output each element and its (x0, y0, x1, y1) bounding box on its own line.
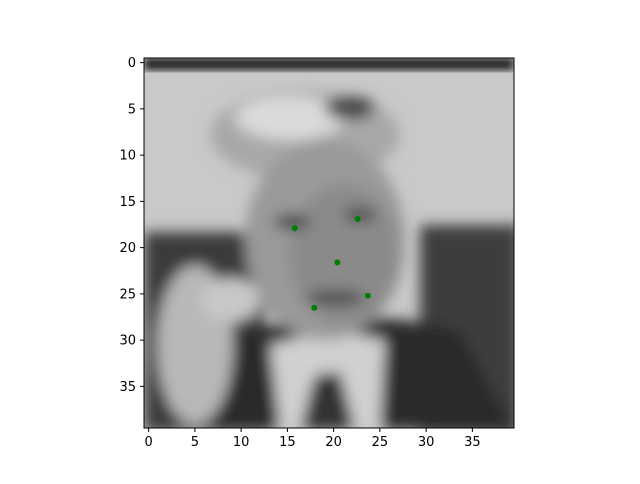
scatter-point (291, 225, 298, 232)
scatter-point (354, 215, 361, 222)
scatter-series (291, 215, 371, 311)
axes-frame (143, 57, 515, 429)
x-tick-label: 10 (233, 435, 250, 450)
x-tick-label: 25 (372, 435, 389, 450)
x-axis: 0 5 10 15 20 25 30 35 (144, 428, 481, 450)
y-tick-label: 15 (119, 195, 136, 210)
x-tick-label: 0 (144, 435, 152, 450)
y-tick-label: 20 (119, 241, 136, 256)
x-tick-label: 5 (191, 435, 199, 450)
face-photo-image (144, 58, 514, 428)
y-axis: 0 5 10 15 20 25 30 35 (119, 56, 144, 395)
scatter-point (364, 292, 371, 299)
y-tick-label: 30 (119, 334, 136, 349)
y-tick-label: 35 (119, 380, 136, 395)
y-tick-label: 5 (128, 102, 136, 117)
scatter-point (334, 259, 341, 266)
x-tick-label: 30 (418, 435, 435, 450)
y-tick-label: 25 (119, 287, 136, 302)
x-tick-label: 20 (325, 435, 342, 450)
x-tick-label: 15 (279, 435, 296, 450)
y-tick-label: 0 (128, 56, 136, 71)
x-tick-label: 35 (464, 435, 481, 450)
scatter-point (311, 304, 318, 311)
y-tick-label: 10 (119, 149, 136, 164)
